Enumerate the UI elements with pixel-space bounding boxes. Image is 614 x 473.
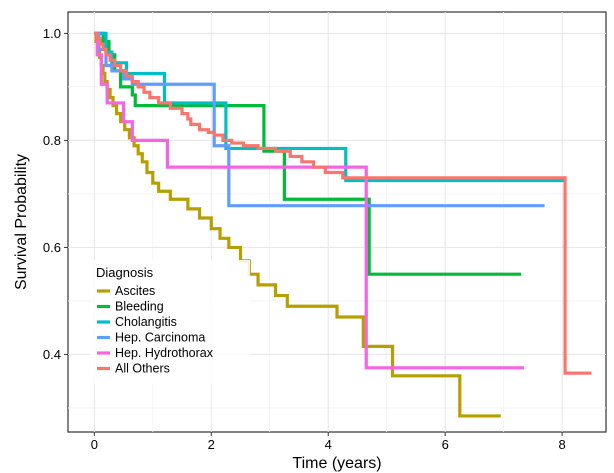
- x-tick-label: 0: [91, 437, 98, 452]
- x-tick-label: 6: [442, 437, 449, 452]
- x-tick-label: 8: [559, 437, 566, 452]
- y-tick-label: 0.8: [43, 133, 61, 148]
- y-axis-title: Survival Probability: [13, 154, 30, 290]
- legend-label-hep-hydrothorax: Hep. Hydrothorax: [115, 346, 214, 360]
- legend-label-all-others: All Others: [115, 362, 170, 376]
- series-line-ascites: [94, 31, 501, 418]
- y-tick-label: 0.6: [43, 240, 61, 255]
- series-layer: [94, 31, 592, 418]
- axes: 0 2 4 6 8 0.4 0.6 0.8 1.0: [43, 26, 566, 452]
- legend-label-ascites: Ascites: [115, 284, 155, 298]
- legend-title: Diagnosis: [96, 265, 154, 280]
- x-axis-title: Time (years): [292, 455, 381, 472]
- legend-background: [90, 260, 250, 384]
- legend-label-cholangitis: Cholangitis: [115, 315, 177, 329]
- y-tick-label: 1.0: [43, 26, 61, 41]
- y-tick-label: 0.4: [43, 347, 61, 362]
- series-line-bleeding: [94, 31, 522, 276]
- legend-label-hep-carcinoma: Hep. Carcinoma: [115, 331, 205, 345]
- legend-label-bleeding: Bleeding: [115, 300, 164, 314]
- x-tick-label: 4: [325, 437, 332, 452]
- series-line-all-others: [94, 31, 592, 375]
- series-line-hep-hydrothorax: [94, 31, 525, 370]
- x-tick-label: 2: [208, 437, 215, 452]
